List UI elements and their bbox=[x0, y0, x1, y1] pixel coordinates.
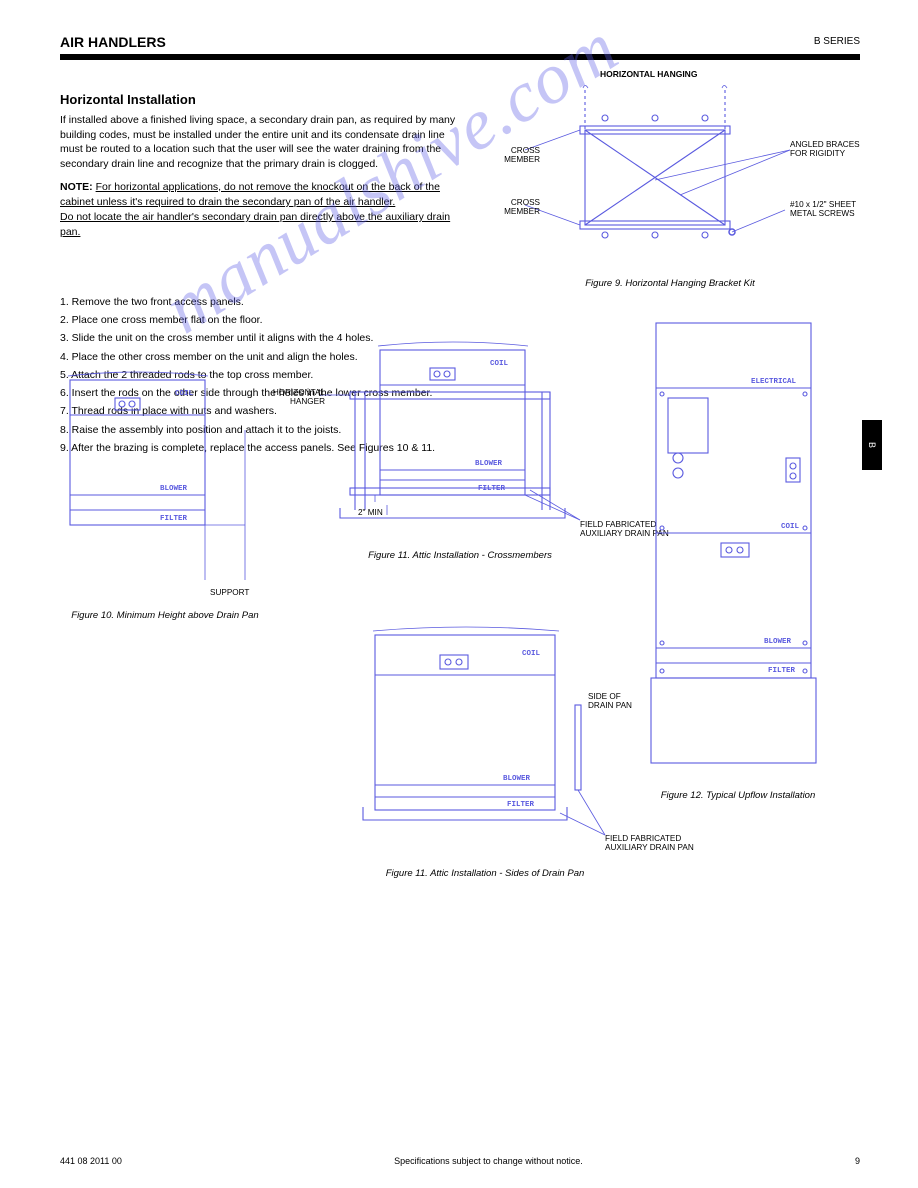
fig9-braces: ANGLED BRACES FOR RIGIDITY bbox=[790, 140, 880, 159]
footer-left: 441 08 2011 00 bbox=[60, 1156, 122, 1166]
left-column: Horizontal Installation If installed abo… bbox=[60, 92, 470, 241]
fig11b-caption: Figure 11. Attic Installation - Sides of… bbox=[345, 868, 625, 879]
fig11b-coil: COIL bbox=[522, 650, 541, 658]
fig9-caption: Figure 9. Horizontal Hanging Bracket Kit bbox=[520, 278, 820, 289]
figure-9-diagram bbox=[485, 80, 865, 290]
footer-page: 9 bbox=[855, 1156, 860, 1166]
page-header-sub: B SERIES bbox=[814, 36, 860, 47]
fig12-electrical: ELECTRICAL bbox=[751, 378, 797, 386]
fig9-cross-top: CROSS MEMBER bbox=[485, 146, 540, 165]
fig11-hanger: HORIZONTAL HANGER bbox=[255, 388, 325, 407]
intro-paragraph: If installed above a finished living spa… bbox=[60, 113, 470, 172]
fig9-cross-bot: CROSS MEMBER bbox=[485, 198, 540, 217]
figure-11-diagram: COIL BLOWER FILTER bbox=[320, 340, 620, 570]
step-1: 1. Remove the two front access panels. bbox=[60, 295, 470, 310]
fig11-caption: Figure 11. Attic Installation - Crossmem… bbox=[330, 550, 590, 561]
fig12-coil: COIL bbox=[781, 523, 800, 531]
fig11-blower: BLOWER bbox=[475, 460, 503, 468]
fig12-caption: Figure 12. Typical Upflow Installation bbox=[648, 790, 828, 801]
fig11-coil: COIL bbox=[490, 360, 509, 368]
fig11-filter: FILTER bbox=[478, 485, 506, 493]
section-heading: Horizontal Installation bbox=[60, 92, 470, 107]
note-line2: Do not locate the air handler's secondar… bbox=[60, 211, 450, 238]
fig11b-filter: FILTER bbox=[507, 801, 535, 809]
fig9-screws: #10 x 1/2" SHEET METAL SCREWS bbox=[790, 200, 880, 219]
note-block: NOTE: For horizontal applications, do no… bbox=[60, 180, 470, 241]
fig11-min: 2" MIN bbox=[358, 508, 383, 517]
page-header-title: AIR HANDLERS bbox=[60, 34, 166, 50]
figure-11b-diagram: COIL BLOWER FILTER bbox=[345, 625, 645, 865]
fig9-title: HORIZONTAL HANGING bbox=[600, 70, 697, 80]
figure-12-diagram: ELECTRICAL COIL BLOWER FILTER bbox=[646, 318, 866, 793]
note-label: NOTE: bbox=[60, 181, 93, 193]
fig12-filter: FILTER bbox=[768, 667, 796, 675]
fig10-caption: Figure 10. Minimum Height above Drain Pa… bbox=[60, 610, 270, 621]
top-rule bbox=[60, 54, 860, 60]
fig10-filter: FILTER bbox=[160, 515, 188, 523]
fig11b-blower: BLOWER bbox=[503, 775, 531, 783]
step-2: 2. Place one cross member flat on the fl… bbox=[60, 313, 470, 328]
footer-center: Specifications subject to change without… bbox=[394, 1156, 583, 1166]
fig relabel-drain: FIELD FABRICATED AUXILIARY DRAIN PAN bbox=[605, 834, 715, 853]
page-footer: 441 08 2011 00 Specifications subject to… bbox=[60, 1156, 860, 1166]
fig10-support: SUPPORT bbox=[210, 588, 249, 597]
fig11b-side: SIDE OF DRAIN PAN bbox=[588, 692, 648, 711]
fig12-blower: BLOWER bbox=[764, 638, 792, 646]
fig10-blower: BLOWER bbox=[160, 485, 188, 493]
fig10-coil: COIL bbox=[175, 390, 194, 398]
note-line1: For horizontal applications, do not remo… bbox=[60, 181, 440, 208]
